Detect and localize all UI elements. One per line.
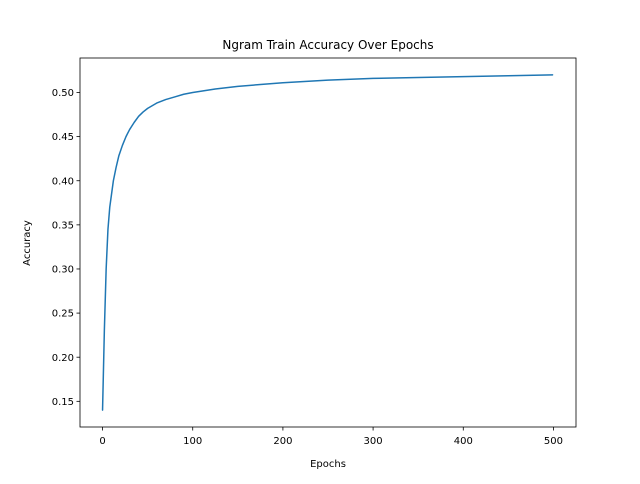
axes-frame [79, 57, 577, 428]
plot-area: 0 100 200 300 400 500 0.15 0.20 0.25 0.30 0.35 0.40… [52, 57, 577, 447]
x-tick-label: 200 [273, 436, 292, 447]
x-tick-label: 0 [99, 436, 105, 447]
y-tick-label: 0.35 [52, 220, 74, 231]
y-tick-label: 0.15 [52, 397, 74, 408]
chart-title: Ngram Train Accuracy Over Epochs [222, 38, 433, 52]
x-tick-label: 400 [454, 436, 473, 447]
y-tick-label: 0.50 [52, 88, 74, 99]
x-axis-label: Epochs [310, 459, 346, 470]
y-axis-label: Accuracy [22, 220, 33, 266]
y-tick-label: 0.25 [52, 309, 74, 320]
y-tick-label: 0.40 [52, 176, 74, 187]
y-tick-label: 0.30 [52, 265, 74, 276]
y-tick-label: 0.20 [52, 353, 74, 364]
x-tick-label: 100 [183, 436, 202, 447]
series-line-0 [101, 74, 554, 411]
y-tick-label: 0.45 [52, 132, 74, 143]
x-tick-label: 300 [364, 436, 383, 447]
x-tick-label: 500 [544, 436, 563, 447]
